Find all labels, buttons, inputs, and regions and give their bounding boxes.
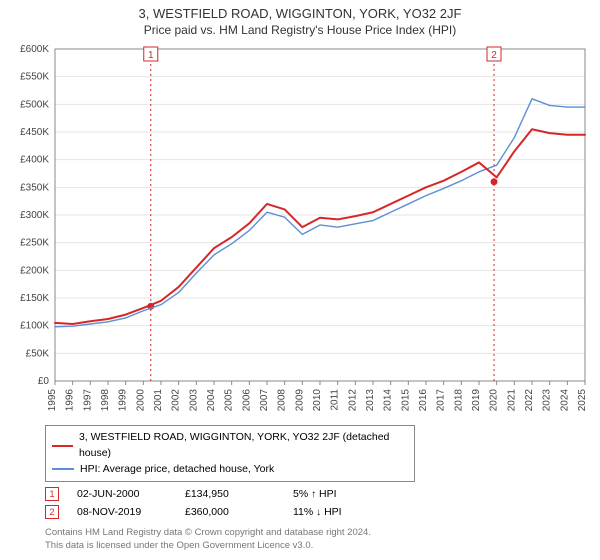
svg-text:2: 2 — [491, 50, 497, 61]
svg-text:1997: 1997 — [82, 389, 93, 412]
price-chart: £0 £50K £100K £150K £200K £250K £300K £350K £400… — [10, 41, 590, 421]
svg-text:2021: 2021 — [506, 389, 517, 412]
event-price: £360,000 — [185, 506, 275, 518]
svg-text:2015: 2015 — [400, 389, 411, 412]
event-date: 02-JUN-2000 — [77, 488, 167, 500]
svg-text:£200K: £200K — [20, 265, 49, 276]
svg-text:2018: 2018 — [453, 389, 464, 412]
svg-text:£400K: £400K — [20, 155, 49, 166]
event-pct: 5% ↑ HPI — [293, 488, 383, 500]
legend-swatch — [52, 445, 73, 447]
svg-text:£300K: £300K — [20, 210, 49, 221]
svg-text:2014: 2014 — [383, 389, 394, 412]
svg-text:£500K: £500K — [20, 99, 49, 110]
svg-text:2024: 2024 — [559, 389, 570, 412]
svg-text:2001: 2001 — [153, 389, 164, 412]
page-subtitle: Price paid vs. HM Land Registry's House … — [10, 23, 590, 37]
svg-text:2017: 2017 — [436, 389, 447, 412]
svg-text:1: 1 — [148, 50, 154, 61]
svg-text:2023: 2023 — [542, 389, 553, 412]
svg-text:£150K: £150K — [20, 293, 49, 304]
svg-text:£450K: £450K — [20, 127, 49, 138]
svg-text:2008: 2008 — [277, 389, 288, 412]
legend-item: 3, WESTFIELD ROAD, WIGGINTON, YORK, YO32… — [52, 430, 408, 462]
svg-text:£600K: £600K — [20, 44, 49, 55]
svg-text:1998: 1998 — [100, 389, 111, 412]
legend-item: HPI: Average price, detached house, York — [52, 462, 408, 478]
svg-text:2002: 2002 — [171, 389, 182, 412]
svg-text:2006: 2006 — [241, 389, 252, 412]
legend: 3, WESTFIELD ROAD, WIGGINTON, YORK, YO32… — [45, 425, 415, 482]
event-pct: 11% ↓ HPI — [293, 506, 383, 518]
event-marker: 1 — [45, 487, 59, 501]
svg-text:£250K: £250K — [20, 238, 49, 249]
svg-text:2000: 2000 — [135, 389, 146, 412]
footer-line: Contains HM Land Registry data © Crown c… — [45, 527, 590, 539]
event-row: 2 08-NOV-2019 £360,000 11% ↓ HPI — [45, 503, 590, 521]
svg-text:£50K: £50K — [26, 348, 50, 359]
svg-text:2010: 2010 — [312, 389, 323, 412]
event-row: 1 02-JUN-2000 £134,950 5% ↑ HPI — [45, 485, 590, 503]
svg-text:1999: 1999 — [118, 389, 129, 412]
svg-text:1995: 1995 — [47, 389, 58, 412]
legend-label: 3, WESTFIELD ROAD, WIGGINTON, YORK, YO32… — [79, 430, 408, 462]
svg-text:2005: 2005 — [224, 389, 235, 412]
event-date: 08-NOV-2019 — [77, 506, 167, 518]
svg-text:2019: 2019 — [471, 389, 482, 412]
license-footer: Contains HM Land Registry data © Crown c… — [45, 527, 590, 552]
svg-text:2011: 2011 — [330, 389, 341, 411]
event-marker: 2 — [45, 505, 59, 519]
svg-text:2022: 2022 — [524, 389, 535, 412]
svg-text:1996: 1996 — [65, 389, 76, 412]
svg-text:2020: 2020 — [489, 389, 500, 412]
svg-text:2013: 2013 — [365, 389, 376, 412]
svg-text:2016: 2016 — [418, 389, 429, 412]
svg-text:2009: 2009 — [294, 389, 305, 412]
footer-line: This data is licensed under the Open Gov… — [45, 540, 590, 552]
event-price: £134,950 — [185, 488, 275, 500]
svg-text:2003: 2003 — [188, 389, 199, 412]
svg-text:2025: 2025 — [577, 389, 588, 412]
page-title: 3, WESTFIELD ROAD, WIGGINTON, YORK, YO32… — [10, 6, 590, 21]
legend-label: HPI: Average price, detached house, York — [80, 462, 274, 478]
svg-text:2012: 2012 — [347, 389, 358, 412]
svg-text:2007: 2007 — [259, 389, 270, 412]
svg-text:£100K: £100K — [20, 321, 49, 332]
legend-swatch — [52, 468, 74, 470]
svg-text:£350K: £350K — [20, 182, 49, 193]
events-table: 1 02-JUN-2000 £134,950 5% ↑ HPI 2 08-NOV-2019… — [45, 485, 590, 521]
svg-text:£550K: £550K — [20, 72, 49, 83]
svg-text:£0: £0 — [38, 376, 50, 387]
svg-text:2004: 2004 — [206, 389, 217, 412]
